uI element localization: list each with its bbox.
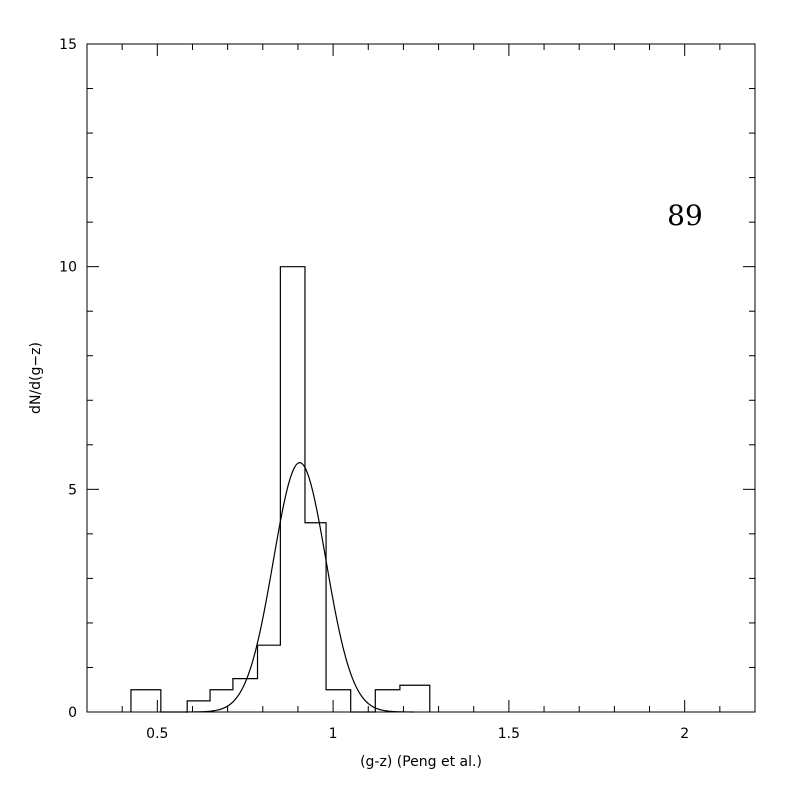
x-tick-label: 1 — [329, 726, 338, 742]
x-tick-label: 2 — [680, 726, 689, 742]
y-tick-label: 5 — [68, 482, 77, 498]
x-axis-label: (g-z) (Peng et al.) — [360, 754, 482, 770]
axis-ticks — [86, 43, 756, 713]
tick-labels: 0.5 1 1.5 2 0 5 10 15 — [59, 37, 689, 742]
plot-frame — [86, 43, 756, 713]
histogram-outline — [130, 266, 431, 713]
annotation-label: 89 — [667, 199, 703, 232]
x-tick-label: 0.5 — [146, 726, 168, 742]
y-tick-label: 0 — [68, 705, 77, 721]
y-tick-label: 15 — [59, 37, 77, 53]
gaussian-fit-curve — [185, 461, 414, 713]
x-tick-label: 1.5 — [498, 726, 520, 742]
y-axis-label: dN/d(g−z) — [28, 342, 44, 414]
y-tick-label: 10 — [59, 260, 77, 276]
